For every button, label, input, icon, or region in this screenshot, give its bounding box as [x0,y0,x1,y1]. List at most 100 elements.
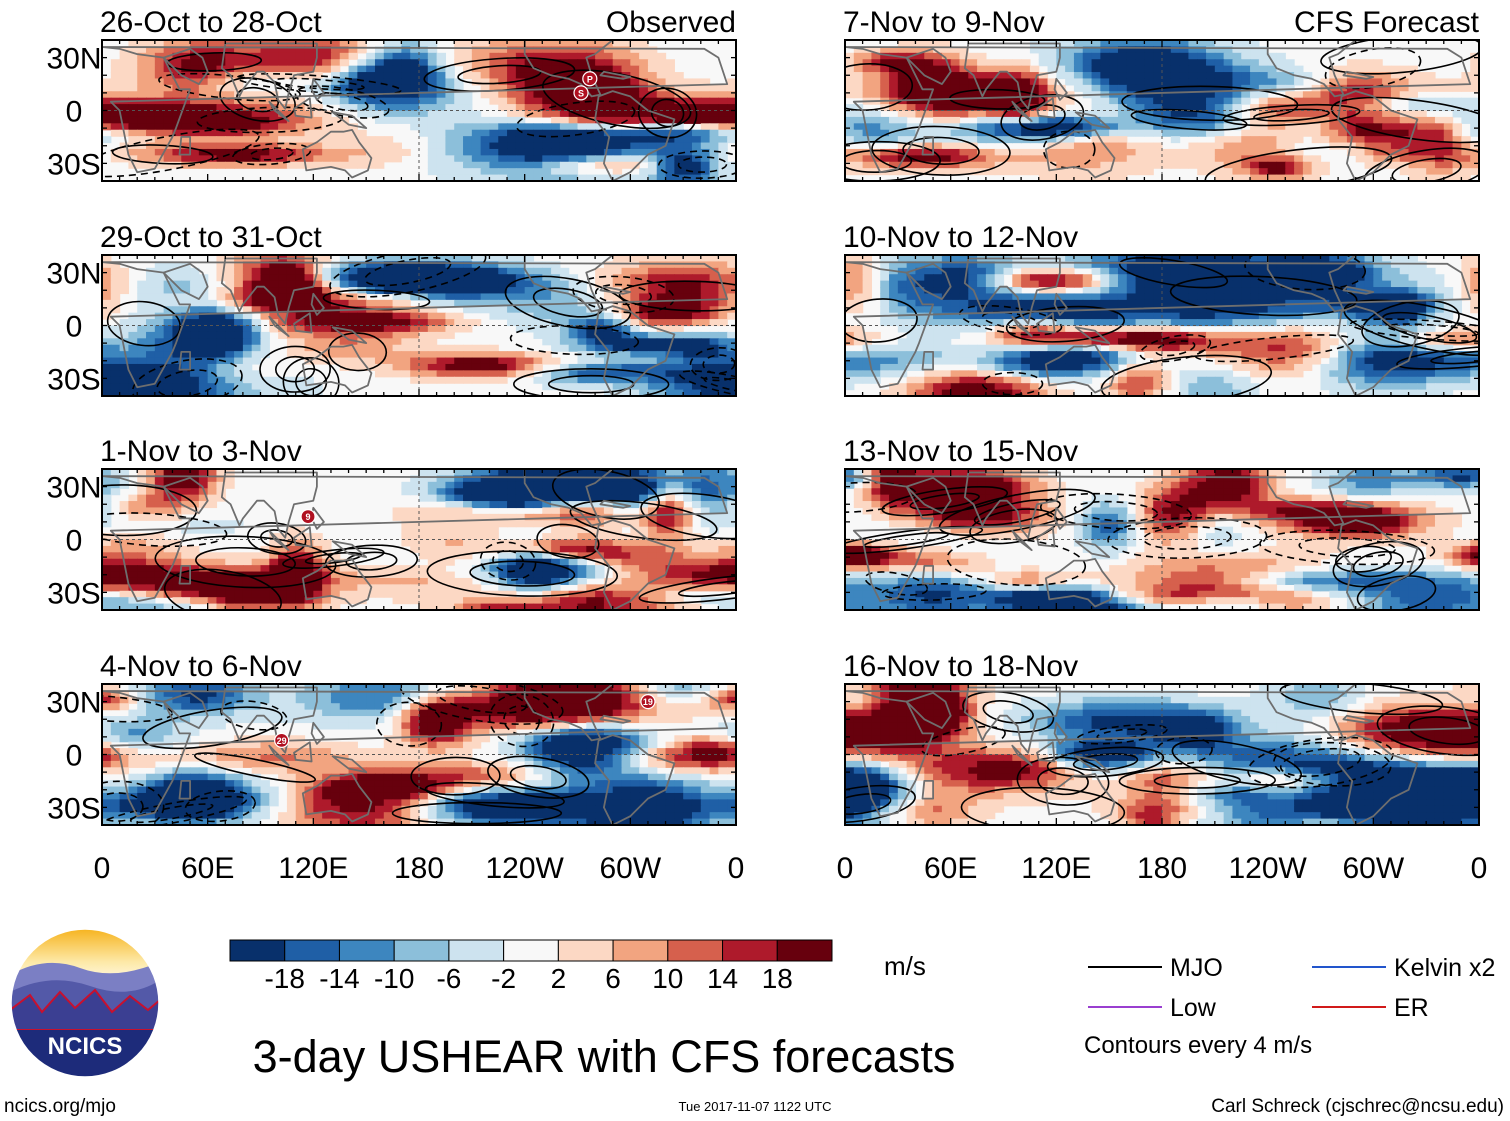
colorbar-tick-label: 6 [605,963,621,994]
y-tick-label: 30N [46,258,101,291]
shading-field [845,684,1479,825]
forecast-label: CFS Forecast [1294,6,1480,39]
y-tick-label: 30S [47,148,100,181]
shading-field [102,255,736,396]
figure-title: 3-day USHEAR with CFS forecasts [253,1031,956,1082]
storm-marker: 9 [300,508,316,525]
coastlines [102,469,729,610]
legend-label: ER [1394,994,1429,1022]
colorbar-swatch [612,939,669,962]
storm-marker: S [573,85,589,101]
mjo-contours [102,51,736,180]
panel-8: 16-Nov to 18-Nov 0 60E 120E 180 120W 60W 0 [837,650,1488,885]
panel-2: 29-Oct to 31-Oct 30N 0 30S [46,221,737,397]
colorbar-tick-label: 10 [652,963,683,994]
x-tick-label: 0 [728,852,745,885]
reference-lines [845,255,1479,396]
panel-title-5: 7-Nov to 9-Nov [843,6,1045,39]
colorbar-swatch [284,939,340,962]
colorbar-tick-label: -6 [436,963,461,994]
y-tick-label: 30N [46,43,101,76]
panel-6: 10-Nov to 12-Nov [843,221,1480,397]
storm-label: P [587,74,593,84]
panel-1: 26-Oct to 28-Oct Observed PS 30N 0 30S [46,6,737,182]
panel-title-3: 1-Nov to 3-Nov [100,435,302,468]
x-tick-label: 0 [94,852,111,885]
y-tick-label: 30S [47,792,100,825]
storm-label: 19 [643,697,653,707]
storm-label: 29 [277,736,287,746]
colorbar: -18 -14 -10 -6 -2 2 6 10 14 18 [229,939,833,994]
legend-label: Kelvin x2 [1394,954,1495,982]
panel-5: 7-Nov to 9-Nov CFS Forecast [843,6,1480,182]
colorbar-tick-label: -14 [319,963,359,994]
legend-item: ER [1312,994,1429,1022]
coastlines [102,255,729,396]
colorbar-tick-label: 14 [707,963,738,994]
observed-label: Observed [606,6,736,39]
coastlines [845,40,1472,181]
contour-note: Contours every 4 m/s [1084,1032,1312,1059]
storm-label: S [578,88,584,98]
colorbar-swatch [776,939,833,962]
panel-title-7: 13-Nov to 15-Nov [843,435,1078,468]
x-tick-label: 120W [485,852,564,885]
x-tick-label: 60W [1342,852,1404,885]
x-tick-label: 180 [1137,852,1187,885]
coastlines [845,684,1472,825]
reference-lines [845,40,1479,181]
legend-item: MJO [1088,954,1223,982]
coastlines [845,469,1472,610]
colorbar-swatch [338,939,395,962]
reference-lines [102,40,736,181]
panel-7: 13-Nov to 15-Nov [843,435,1480,611]
panel-title-8: 16-Nov to 18-Nov [843,650,1078,683]
x-tick-label: 60E [924,852,977,885]
panel-title-4: 4-Nov to 6-Nov [100,650,302,683]
panel-title-1: 26-Oct to 28-Oct [100,6,322,39]
mjo-contours [102,684,590,825]
y-tick-label: 0 [66,525,83,558]
shading-field [845,255,1479,396]
x-tick-label: 120E [1021,852,1091,885]
axis-ticks [101,683,737,826]
reference-lines [845,684,1479,825]
axis-ticks [844,39,1480,182]
y-tick-label: 0 [66,96,83,129]
colorbar-swatch [448,939,505,962]
panel-title-6: 10-Nov to 12-Nov [843,221,1078,254]
author-credit: Carl Schreck (cjschrec@ncsu.edu) [1211,1096,1504,1117]
x-tick-label: 60E [181,852,234,885]
storm-marker: 29 [274,732,290,749]
colorbar-swatch [557,939,614,962]
timestamp: Tue 2017-11-07 1122 UTC [679,1099,832,1114]
storm-marker: 19 [640,694,656,710]
storm-label: 9 [306,512,311,522]
reference-lines [845,469,1479,610]
ncics-logo: NCICS [10,928,160,1078]
y-tick-label: 30S [47,577,100,610]
reference-lines [102,255,736,396]
website-link[interactable]: ncics.org/mjo [4,1096,116,1117]
logo-text: NCICS [48,1033,123,1060]
x-tick-label: 180 [394,852,444,885]
colorbar-tick-label: -18 [264,963,304,994]
storm-marker: P [582,71,598,87]
shading-field [102,40,736,181]
y-tick-label: 30N [46,472,101,505]
axis-ticks [844,468,1480,611]
colorbar-swatch [667,939,724,962]
x-tick-label: 0 [837,852,854,885]
axis-ticks [101,39,737,182]
legend-item: Kelvin x2 [1312,954,1495,982]
x-tick-label: 120W [1228,852,1307,885]
y-tick-label: 30S [47,363,100,396]
x-tick-label: 120E [278,852,348,885]
legend-item: Low [1088,994,1217,1022]
legend-label: MJO [1170,954,1223,982]
legend: MJO Kelvin x2 Low ER [1088,954,1495,1022]
mjo-contours [845,684,1479,825]
coastlines [102,40,729,181]
reference-lines [102,469,736,610]
